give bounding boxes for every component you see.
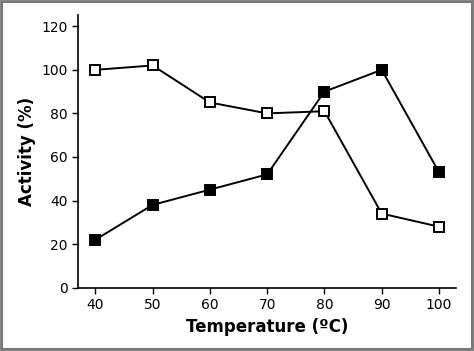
Y-axis label: Activity (%): Activity (%)	[18, 97, 36, 206]
X-axis label: Temperature (ºC): Temperature (ºC)	[186, 318, 348, 336]
